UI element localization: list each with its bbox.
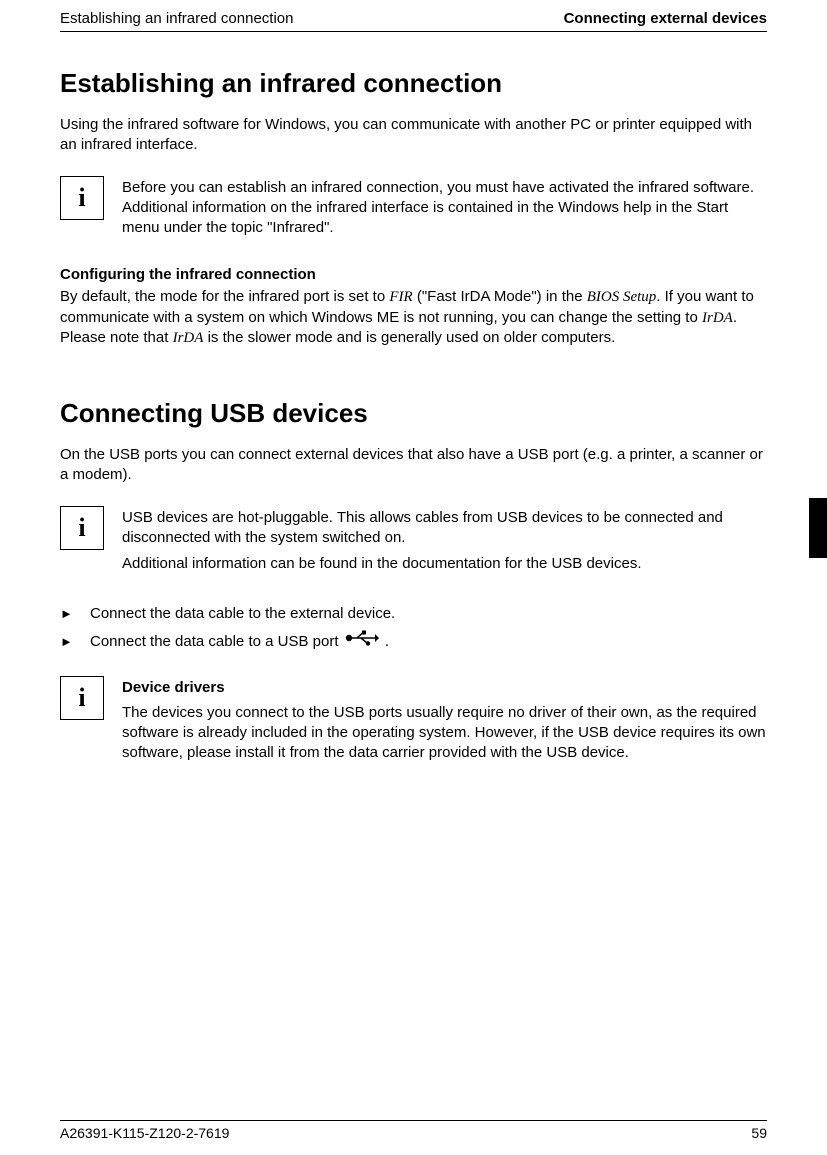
- section2-info-block: i USB devices are hot-pluggable. This al…: [60, 506, 767, 581]
- drivers-content: Device drivers The devices you connect t…: [122, 676, 767, 769]
- header-right-text: Connecting external devices: [564, 10, 767, 27]
- italic-irda: IrDA: [702, 310, 733, 326]
- italic-bios: BIOS Setup: [587, 289, 657, 305]
- text-fragment: is the slower mode and is generally used…: [203, 329, 615, 346]
- footer-doc-number: A26391-K115-Z120-2-7619: [60, 1125, 229, 1141]
- info-line2: Additional information can be found in t…: [122, 554, 767, 574]
- step-list: ► Connect the data cable to the external…: [60, 602, 767, 658]
- italic-fir: FIR: [389, 289, 412, 305]
- usb-icon: [345, 630, 379, 654]
- section1-config-text: By default, the mode for the infrared po…: [60, 287, 767, 348]
- info-icon: i: [60, 176, 104, 220]
- text-fragment: By default, the mode for the infrared po…: [60, 288, 389, 305]
- italic-irda2: IrDA: [173, 330, 204, 346]
- info-line1: USB devices are hot-pluggable. This allo…: [122, 508, 767, 549]
- text-fragment: ("Fast IrDA Mode") in the: [413, 288, 587, 305]
- thumb-tab: [809, 498, 827, 558]
- step-marker-icon: ►: [60, 604, 90, 625]
- step1-text: Connect the data cable to the external d…: [90, 602, 395, 626]
- section1-info-block: i Before you can establish an infrared c…: [60, 176, 767, 239]
- step2-post: .: [385, 633, 389, 650]
- header-left-text: Establishing an infrared connection: [60, 10, 293, 27]
- step2-text: Connect the data cable to a USB port .: [90, 630, 389, 654]
- section1-info-text: Before you can establish an infrared con…: [122, 176, 767, 239]
- section2-drivers-block: i Device drivers The devices you connect…: [60, 676, 767, 769]
- step-item: ► Connect the data cable to the external…: [60, 602, 767, 626]
- step-item: ► Connect the data cable to a USB port .: [60, 630, 767, 654]
- step2-pre: Connect the data cable to a USB port: [90, 633, 343, 650]
- footer-page-number: 59: [751, 1125, 767, 1141]
- step-marker-icon: ►: [60, 632, 90, 653]
- drivers-body: The devices you connect to the USB ports…: [122, 703, 767, 764]
- section2-intro: On the USB ports you can connect externa…: [60, 445, 767, 486]
- section1-intro: Using the infrared software for Windows,…: [60, 115, 767, 156]
- section2-info-content: USB devices are hot-pluggable. This allo…: [122, 506, 767, 581]
- info-icon: i: [60, 676, 104, 720]
- document-page: Establishing an infrared connection Conn…: [0, 0, 827, 1155]
- info-icon: i: [60, 506, 104, 550]
- section1-sub-heading: Configuring the infrared connection: [60, 266, 767, 283]
- page-header: Establishing an infrared connection Conn…: [60, 0, 767, 32]
- section2-title: Connecting USB devices: [60, 398, 767, 429]
- section1-title: Establishing an infrared connection: [60, 68, 767, 99]
- drivers-title: Device drivers: [122, 678, 767, 698]
- page-footer: A26391-K115-Z120-2-7619 59: [60, 1120, 767, 1155]
